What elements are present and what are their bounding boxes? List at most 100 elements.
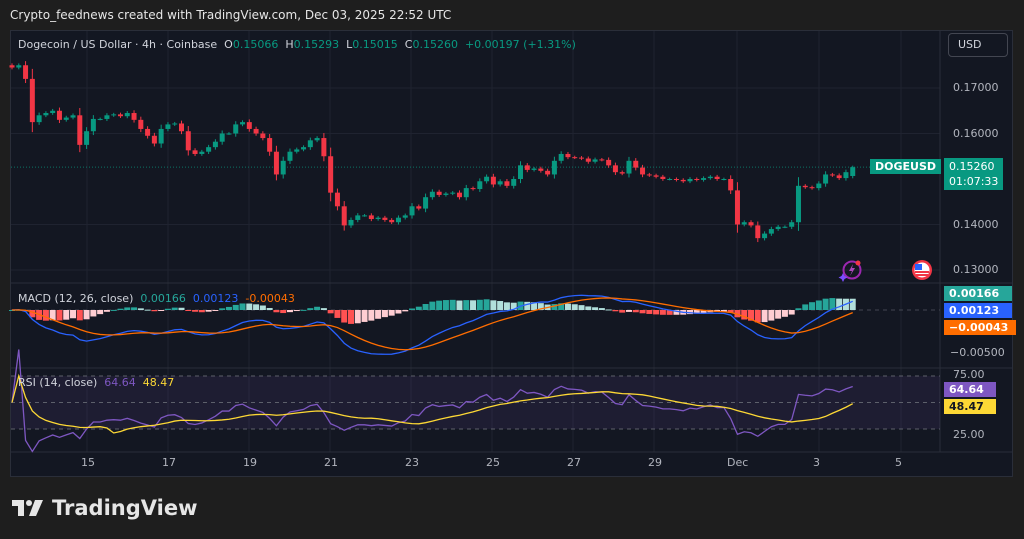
time-axis-label: 19 bbox=[243, 456, 257, 469]
candle-body bbox=[538, 168, 544, 171]
candle-body bbox=[443, 193, 449, 195]
candle-body bbox=[16, 65, 22, 68]
macd-histogram-bar bbox=[761, 310, 768, 323]
candle-body bbox=[531, 168, 537, 170]
candle-body bbox=[389, 219, 395, 223]
candle-body bbox=[572, 157, 578, 159]
candle-body bbox=[809, 187, 815, 189]
macd-histogram-bar bbox=[178, 307, 185, 310]
macd-histogram-bar bbox=[9, 310, 15, 311]
macd-histogram-bar bbox=[63, 310, 70, 320]
candle-body bbox=[179, 123, 184, 132]
macd-histogram-bar bbox=[225, 306, 232, 310]
chart-attribution: Crypto_feednews created with TradingView… bbox=[10, 8, 452, 22]
candle-body bbox=[56, 110, 62, 120]
macd-histogram-bar bbox=[198, 310, 205, 313]
candle-body bbox=[782, 226, 788, 228]
last-price: 0.15260 bbox=[949, 160, 995, 173]
candle-body bbox=[307, 140, 313, 148]
macd-histogram-bar bbox=[232, 304, 239, 310]
macd-signal-line bbox=[11, 297, 853, 351]
candle-body bbox=[199, 151, 205, 154]
macd-histogram-bar bbox=[720, 310, 727, 312]
macd-histogram-bar bbox=[375, 310, 382, 319]
macd-histogram-bar bbox=[212, 310, 219, 311]
macd-histogram-bar bbox=[768, 310, 775, 321]
candle-body bbox=[429, 191, 435, 198]
macd-histogram-bar bbox=[409, 308, 416, 310]
last-price-tag: 0.15260 01:07:33 bbox=[944, 158, 1004, 190]
macd-legend[interactable]: MACD (12, 26, close) 0.00166 0.00123 -0.… bbox=[18, 292, 295, 305]
candle-body bbox=[70, 115, 76, 118]
macd-histogram-bar bbox=[253, 304, 260, 310]
candle-body bbox=[185, 131, 191, 151]
candle-body bbox=[816, 183, 822, 189]
price-axis-label: 0.17000 bbox=[953, 81, 999, 94]
low-value: 0.15015 bbox=[352, 38, 398, 51]
candle-body bbox=[246, 122, 252, 129]
candle-body bbox=[267, 138, 273, 152]
macd-histogram-bar bbox=[524, 301, 531, 310]
macd-histogram-bar bbox=[395, 310, 402, 314]
us-flag-icon[interactable] bbox=[911, 259, 933, 285]
macd-histogram-bar bbox=[571, 304, 578, 310]
candle-body bbox=[748, 222, 754, 226]
macd-histogram-bar bbox=[470, 300, 477, 310]
macd-histogram-bar bbox=[314, 306, 321, 310]
macd-histogram-bar bbox=[442, 300, 449, 310]
macd-histogram-bar bbox=[673, 310, 680, 315]
candle-body bbox=[565, 153, 571, 158]
candle-body bbox=[219, 133, 225, 142]
macd-histogram-bar bbox=[29, 310, 36, 318]
macd-histogram-bar bbox=[558, 303, 565, 310]
candle-body bbox=[90, 118, 96, 132]
candle-body bbox=[423, 197, 429, 209]
macd-histogram-bar bbox=[531, 302, 538, 310]
rsi-legend[interactable]: RSI (14, close) 64.64 48.47 bbox=[18, 376, 174, 389]
candle-body bbox=[585, 158, 591, 162]
currency-button[interactable]: USD bbox=[948, 33, 1008, 57]
macd-histogram-bar bbox=[463, 300, 470, 310]
candle-body bbox=[172, 123, 178, 125]
time-axis-label: Dec bbox=[727, 456, 749, 469]
macd-histogram-bar bbox=[659, 310, 666, 315]
macd-histogram-bar bbox=[578, 305, 585, 310]
candle-body bbox=[497, 181, 503, 185]
macd-value: 0.00123 bbox=[192, 292, 239, 305]
macd-histogram-bar bbox=[131, 307, 138, 310]
symbol-legend[interactable]: Dogecoin / US Dollar · 4h · Coinbase O0.… bbox=[18, 38, 576, 51]
candle-body bbox=[633, 160, 639, 168]
macd-histogram-bar bbox=[259, 305, 266, 310]
macd-histogram-bar bbox=[754, 310, 761, 323]
candle-body bbox=[280, 160, 286, 175]
candle-body bbox=[321, 138, 327, 157]
macd-histogram-bar bbox=[239, 303, 246, 310]
high-label: H bbox=[285, 38, 294, 51]
candle-body bbox=[558, 153, 564, 161]
candle-body bbox=[836, 175, 842, 179]
candle-body bbox=[490, 176, 496, 185]
candle-body bbox=[680, 179, 686, 182]
candle-body bbox=[436, 191, 442, 195]
macd-histogram-bar bbox=[605, 309, 612, 311]
macd-histogram-bar bbox=[456, 300, 463, 310]
macd-histogram-bar bbox=[775, 310, 782, 319]
candle-body bbox=[843, 172, 849, 179]
candle-body bbox=[165, 124, 171, 129]
candle-body bbox=[375, 217, 381, 220]
candle-body bbox=[626, 160, 632, 174]
lightning-icon[interactable] bbox=[838, 258, 864, 286]
macd-histogram-bar bbox=[83, 310, 90, 320]
candle-body bbox=[192, 150, 198, 154]
high-value: 0.15293 bbox=[293, 38, 340, 51]
macd-histogram-bar bbox=[781, 310, 788, 317]
macd-histogram-bar bbox=[354, 310, 361, 324]
time-axis-label: 15 bbox=[81, 456, 95, 469]
candle-body bbox=[117, 114, 123, 117]
candle-body bbox=[9, 65, 15, 68]
tradingview-logo: TradingView bbox=[12, 496, 197, 520]
candle-body bbox=[701, 178, 707, 180]
candle-body bbox=[402, 215, 408, 218]
candle-body bbox=[762, 233, 768, 239]
